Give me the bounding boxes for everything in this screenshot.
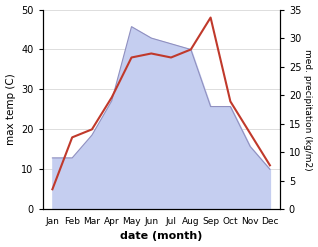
Y-axis label: max temp (C): max temp (C) (5, 74, 16, 145)
X-axis label: date (month): date (month) (120, 231, 202, 242)
Y-axis label: med. precipitation (kg/m2): med. precipitation (kg/m2) (303, 49, 313, 170)
